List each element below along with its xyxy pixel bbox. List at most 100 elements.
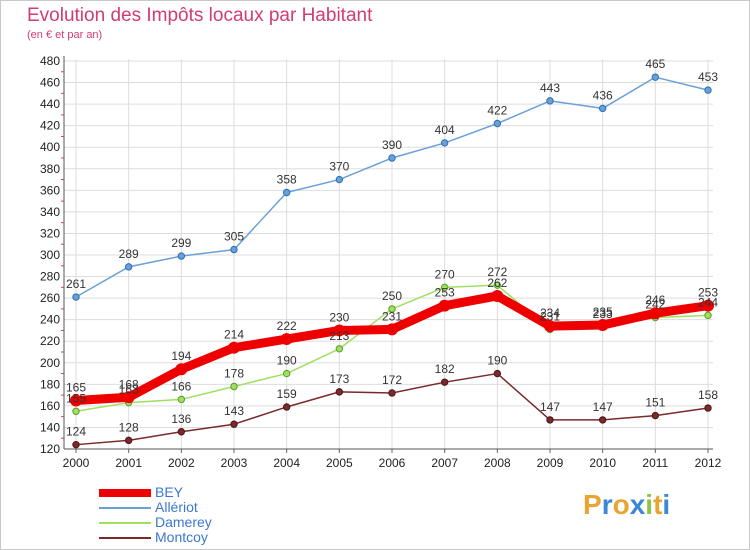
- point-damerey: [704, 311, 712, 320]
- legend-label-bey: BEY: [155, 484, 184, 500]
- point-montcoy: [282, 403, 291, 411]
- data-label-alleriot: 305: [224, 230, 244, 244]
- legend-item-damerey: Damerey: [99, 514, 299, 530]
- point-montcoy: [704, 404, 712, 412]
- data-label-bey: 253: [698, 286, 718, 300]
- logo-letter: x: [629, 489, 646, 520]
- legend-label-montcoy: Montcoy: [155, 529, 208, 545]
- point-bey: [122, 391, 135, 404]
- legend-label-alleriot: Allériot: [155, 499, 198, 515]
- data-label-alleriot: 453: [698, 70, 718, 84]
- y-tick-label: 240: [40, 313, 60, 327]
- data-label-alleriot: 443: [540, 81, 560, 95]
- legend-item-montcoy: Montcoy: [99, 529, 299, 545]
- y-tick-label: 320: [40, 226, 60, 240]
- logo-letter: t: [653, 489, 663, 520]
- point-bey: [228, 341, 240, 354]
- x-tick-label: 2009: [537, 456, 564, 470]
- data-label-montcoy: 151: [645, 396, 665, 410]
- y-tick-label: 440: [40, 97, 60, 111]
- data-label-damerey: 272: [487, 265, 507, 279]
- data-label-damerey: 242: [645, 298, 665, 312]
- y-tick-label: 220: [40, 334, 60, 348]
- point-damerey: [177, 395, 186, 404]
- x-tick-label: 2011: [642, 456, 668, 470]
- x-tick-label: 2000: [63, 456, 90, 470]
- point-alleriot: [704, 86, 712, 94]
- y-tick-label: 300: [40, 248, 60, 262]
- y-tick-label: 160: [40, 399, 60, 413]
- chart-title: Evolution des Impôts locaux par Habitant: [27, 5, 373, 26]
- x-tick-label: 2005: [326, 456, 353, 470]
- point-montcoy: [546, 416, 554, 424]
- x-tick-label: 2003: [221, 456, 248, 470]
- point-alleriot: [546, 97, 554, 105]
- data-label-damerey: 231: [540, 309, 560, 323]
- point-damerey: [72, 407, 80, 415]
- point-bey: [333, 324, 346, 337]
- point-alleriot: [124, 263, 133, 271]
- point-alleriot: [335, 175, 344, 184]
- point-montcoy: [72, 440, 80, 449]
- axes: 120 140 160 180 200 220 240 260 280 300 320 340 360 3…: [40, 54, 722, 470]
- legend-label-damerey: Damerey: [155, 514, 212, 530]
- grid-lines: [64, 59, 713, 450]
- x-tick-label: 2010: [589, 456, 616, 470]
- data-label-damerey: 178: [224, 366, 244, 380]
- point-damerey: [388, 305, 396, 313]
- data-label-montcoy: 190: [487, 354, 507, 368]
- y-tick-label: 180: [40, 377, 60, 391]
- data-label-damerey: 190: [277, 354, 297, 368]
- x-tick-label: 2001: [115, 456, 142, 470]
- point-bey: [702, 299, 714, 312]
- logo-letter: i: [662, 489, 671, 520]
- y-tick-label: 340: [40, 205, 60, 219]
- logo-letter: P: [583, 489, 602, 520]
- point-montcoy: [124, 436, 133, 445]
- data-label-bey: 168: [119, 377, 139, 391]
- data-label-bey: 235: [593, 305, 613, 319]
- data-label-montcoy: 136: [171, 412, 191, 426]
- legend-item-alleriot: Allériot: [99, 499, 299, 515]
- y-tick-label: 400: [40, 140, 60, 154]
- data-label-damerey: 233: [593, 307, 613, 321]
- data-label-bey: 262: [487, 276, 507, 290]
- data-label-montcoy: 173: [329, 372, 349, 386]
- data-label-damerey: 213: [329, 329, 349, 343]
- point-bey: [491, 289, 504, 302]
- data-label-bey: 253: [435, 286, 455, 300]
- legend-swatch-alleriot: [99, 507, 151, 509]
- y-tick-label: 420: [40, 119, 60, 133]
- chart-subtitle: (en € et par an): [27, 29, 103, 41]
- point-alleriot: [282, 188, 291, 197]
- y-tick-label: 120: [40, 442, 60, 456]
- point-montcoy: [651, 411, 660, 420]
- legend-swatch-montcoy: [99, 537, 151, 539]
- legend-swatch-bey: [99, 489, 151, 497]
- data-label-damerey: 250: [382, 289, 402, 303]
- data-label-alleriot: 358: [277, 172, 297, 186]
- data-label-montcoy: 158: [698, 388, 718, 402]
- point-bey: [70, 394, 82, 407]
- data-label-bey: 230: [329, 310, 349, 324]
- point-alleriot: [598, 104, 607, 113]
- point-montcoy: [598, 416, 607, 424]
- y-tick-label: 360: [40, 183, 60, 197]
- data-label-montcoy: 124: [66, 425, 86, 439]
- data-label-damerey: 163: [119, 383, 139, 397]
- point-damerey: [493, 281, 502, 289]
- x-tick-label: 2007: [431, 456, 458, 470]
- data-label-damerey: 155: [66, 391, 86, 405]
- data-label-bey: 194: [171, 349, 191, 363]
- y-tick-label: 200: [40, 356, 60, 370]
- logo-letter: i: [645, 489, 654, 520]
- x-tick-label: 2006: [379, 456, 406, 470]
- data-label-bey: 234: [540, 306, 560, 320]
- data-label-alleriot: 261: [66, 277, 86, 291]
- data-label-montcoy: 147: [593, 400, 613, 414]
- y-tick-label: 480: [40, 54, 60, 68]
- point-bey: [280, 333, 293, 346]
